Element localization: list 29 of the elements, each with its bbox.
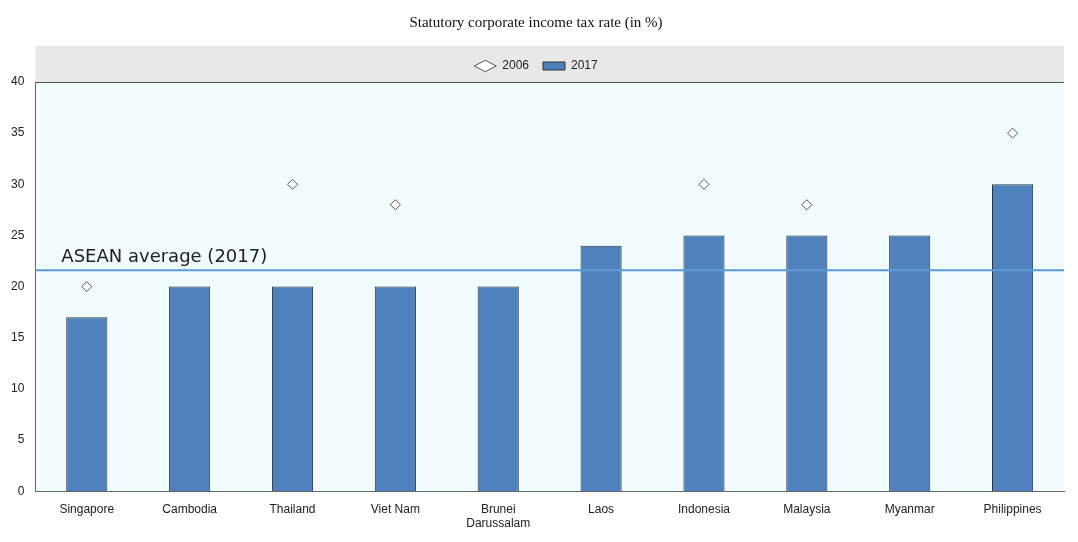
point (698, 178, 710, 190)
y-tick-label: 20 (10, 278, 25, 293)
point (801, 199, 813, 211)
x-tick-label: Singapore (59, 501, 115, 516)
legend-label: 2017 (571, 58, 599, 73)
x-tick-label: Malaysia (783, 501, 831, 516)
y-tick-label: 15 (10, 330, 25, 345)
x-tick-label: Viet Nam (370, 501, 420, 516)
y-tick-label: 30 (10, 176, 25, 191)
x-tick-label: Myanmar (884, 501, 935, 516)
x-tick-label: Indonesia (677, 501, 731, 516)
point (1007, 127, 1019, 139)
y-tick-label: 35 (10, 125, 25, 140)
y-tick-label: 0 (17, 483, 25, 498)
y-tick-label: 25 (10, 227, 25, 242)
y-tick-label: 5 (17, 432, 25, 447)
y-tick-label: 10 (10, 381, 25, 396)
point (389, 199, 401, 211)
x-tick-label: Thailand (269, 501, 316, 516)
chart-title: Statutory corporate income tax rate (in %) (409, 13, 663, 31)
x-tick-label: Laos (588, 501, 615, 516)
point (287, 178, 299, 190)
x-tick-label: Brunei Darussalam (466, 501, 531, 531)
x-tick-label: Cambodia (162, 501, 218, 516)
x-tick-label: Philippines (983, 501, 1042, 516)
point (81, 281, 93, 293)
legend-label: 2006 (502, 58, 530, 73)
y-tick-label: 40 (10, 74, 25, 89)
ref-line-label: ASEAN average (2017) (61, 244, 268, 266)
